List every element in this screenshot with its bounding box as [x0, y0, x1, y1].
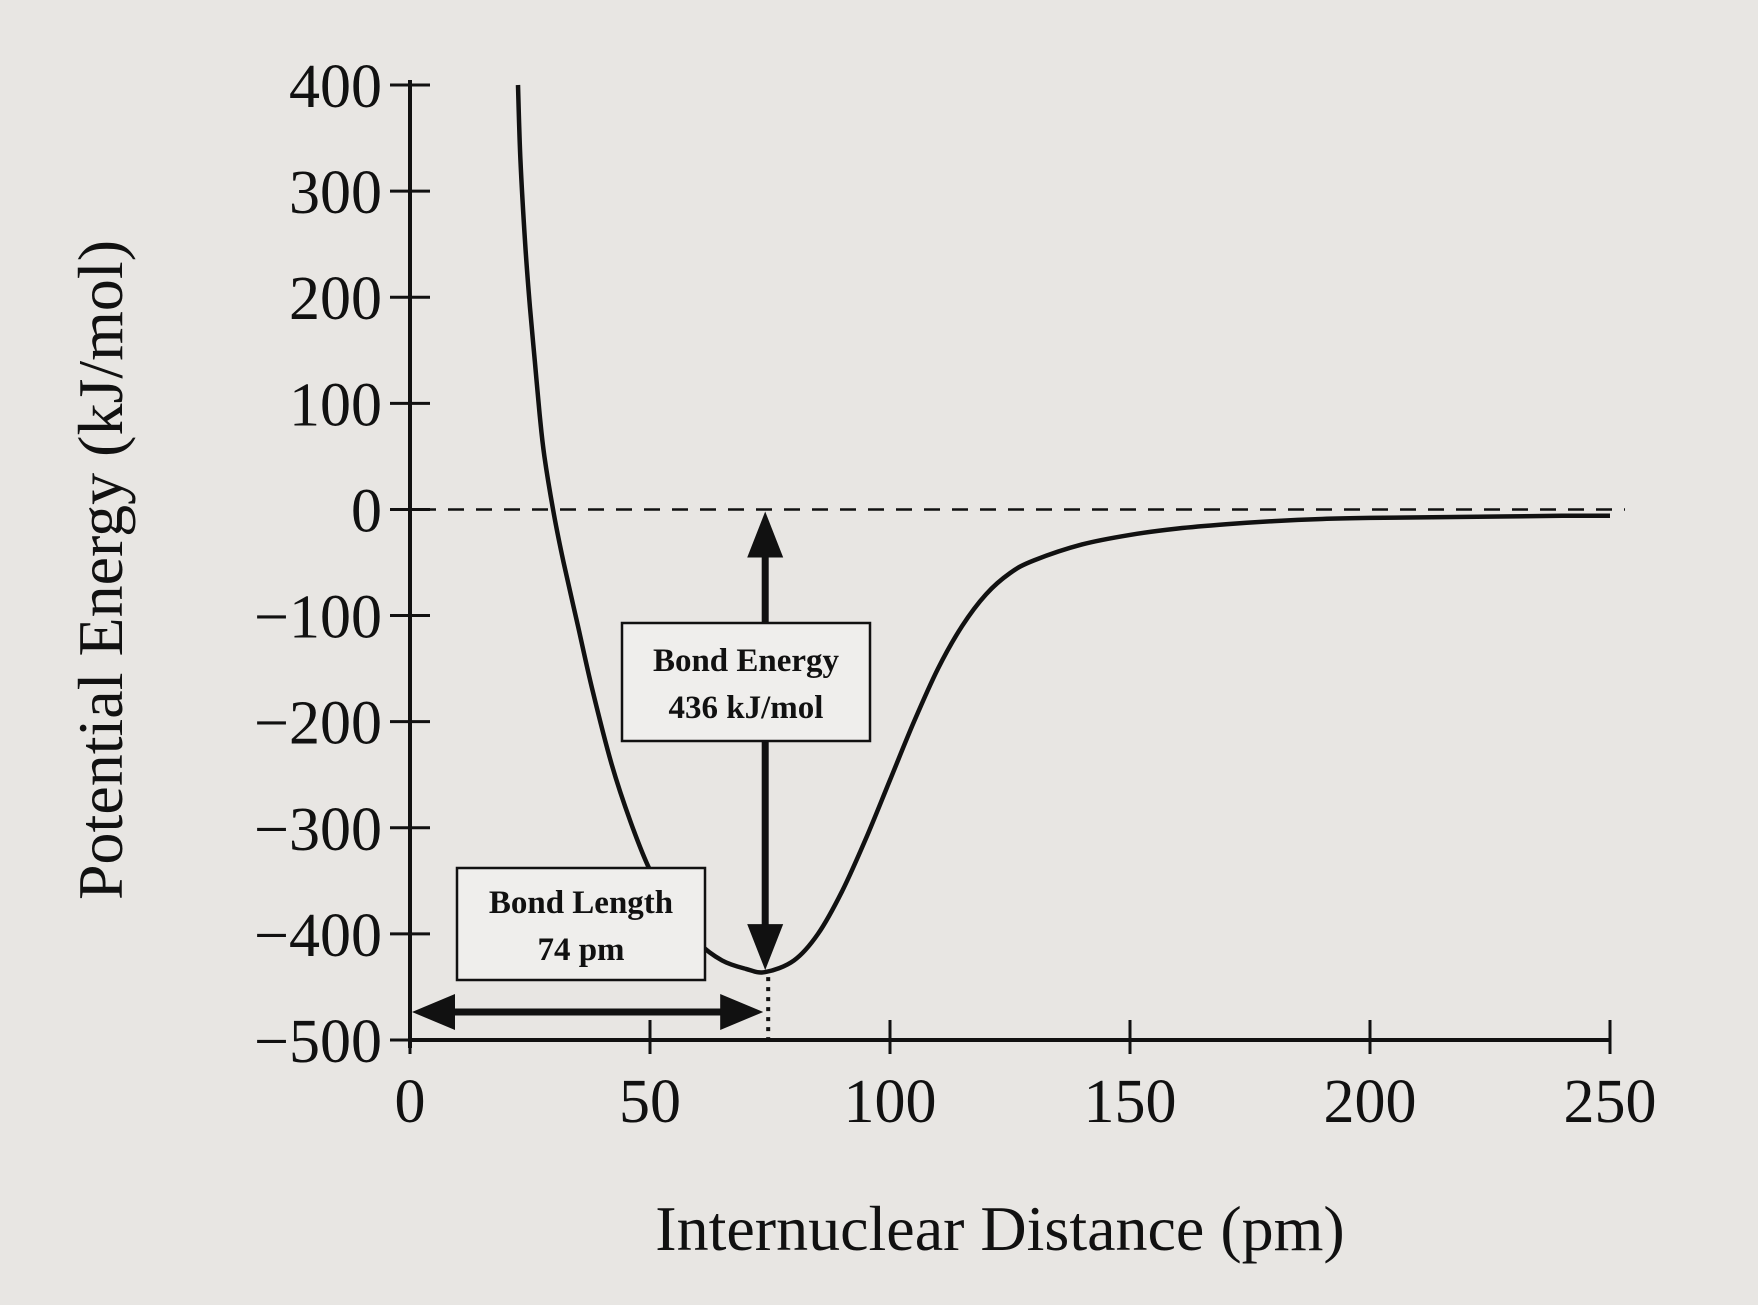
- annotations: Bond Energy 436 kJ/mol Bond Length 74 pm: [412, 511, 872, 1040]
- bond-length-value: 74 pm: [537, 932, 624, 968]
- y-tick-label: 400: [289, 53, 382, 121]
- x-tick-label: 0: [395, 1068, 426, 1136]
- x-tick-label: 50: [619, 1068, 681, 1136]
- y-tick-label: 100: [289, 371, 382, 439]
- y-tick-label: 300: [289, 159, 382, 227]
- series: [420, 84, 1625, 975]
- potential-energy-curve: [515, 84, 1611, 975]
- y-tick-label: −100: [254, 584, 382, 652]
- bond-energy-value: 436 kJ/mol: [669, 690, 824, 726]
- y-tick-label: −200: [254, 690, 382, 758]
- bond-energy-arrow-head-down: [747, 924, 784, 971]
- x-tick-label: 150: [1084, 1068, 1177, 1136]
- y-tick-label: −400: [254, 902, 382, 970]
- y-tick-label: 0: [351, 477, 382, 545]
- bond-length-box: [455, 866, 707, 982]
- x-tick-label: 200: [1324, 1068, 1417, 1136]
- y-tick-label: −300: [254, 796, 382, 864]
- bond-length-title: Bond Length: [489, 885, 673, 921]
- axes: [408, 80, 1610, 1048]
- y-axis-title: Potential Energy (kJ/mol): [65, 240, 136, 900]
- bond-energy-box: [620, 621, 872, 743]
- bond-energy-title: Bond Energy: [653, 643, 840, 679]
- x-axis-title: Internuclear Distance (pm): [655, 1193, 1344, 1264]
- x-tick-label: 100: [844, 1068, 937, 1136]
- y-tick-label: 200: [289, 265, 382, 333]
- bond-length-arrow-head-left: [412, 994, 455, 1030]
- bond-energy-arrow-head-up: [747, 511, 784, 558]
- y-tick-label: −500: [254, 1008, 382, 1076]
- bond-length-arrow-head-right: [720, 994, 764, 1030]
- x-tick-label: 250: [1564, 1068, 1657, 1136]
